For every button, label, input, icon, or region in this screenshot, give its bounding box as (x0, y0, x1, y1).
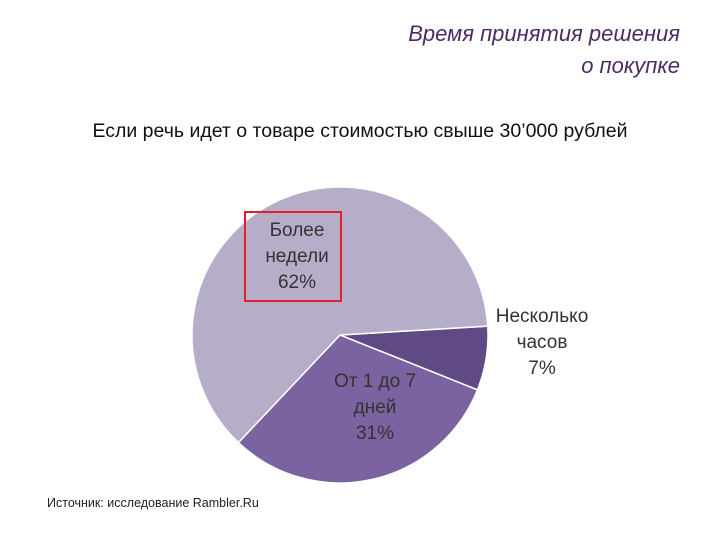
pie-slice-0 (191, 186, 489, 444)
chart-title-line-2: о покупке (581, 53, 680, 78)
slice-label-0: Более недели 62% (265, 220, 328, 293)
slice-label-2-line-1: дней (354, 397, 397, 418)
chart-subtitle: Если речь идет о товаре стоимостью свыше… (92, 120, 628, 142)
slice-label-2-line-0: От 1 до 7 (334, 371, 416, 392)
pie-slice-2 (237, 334, 479, 484)
slice-label-1-line-1: часов (517, 332, 568, 353)
highlight-box (244, 211, 342, 302)
slice-label-0-line-2: 62% (278, 272, 316, 293)
slice-label-1-line-0: Несколько (496, 306, 589, 327)
slice-label-1-line-2: 7% (528, 358, 556, 379)
chart-title-line-1: Время принятия решения (408, 21, 680, 46)
chart-title: Время принятия решения о покупке (180, 18, 680, 82)
slice-label-1: Несколько часов 7% (496, 306, 589, 379)
slice-label-2: От 1 до 7 дней 31% (334, 371, 416, 444)
slice-label-0-line-0: Более (270, 220, 325, 241)
source-note: Источник: исследование Rambler.Ru (47, 496, 259, 510)
slice-label-0-line-1: недели (265, 246, 328, 267)
slice-label-2-line-2: 31% (356, 423, 394, 444)
